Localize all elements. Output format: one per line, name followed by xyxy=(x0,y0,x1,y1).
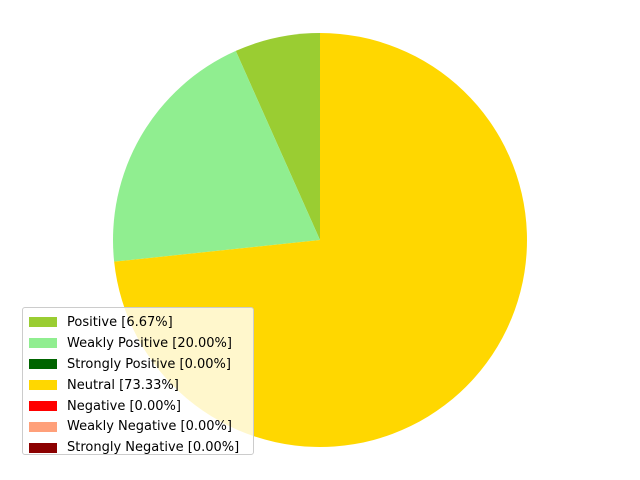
pie-slice-weakly-positive xyxy=(113,50,320,262)
legend-label: Weakly Negative [0.00%] xyxy=(67,419,232,435)
legend-item-neutral: Neutral [73.33%] xyxy=(29,375,253,396)
legend-swatch xyxy=(29,421,57,432)
legend-swatch xyxy=(29,442,57,453)
legend-item-strongly-negative: Strongly Negative [0.00%] xyxy=(29,437,253,458)
legend-swatch xyxy=(29,317,57,328)
legend-label: Neutral [73.33%] xyxy=(67,377,179,393)
legend-item-negative: Negative [0.00%] xyxy=(29,396,253,417)
legend: Positive [6.67%] Weakly Positive [20.00%… xyxy=(22,307,254,455)
legend-item-positive: Positive [6.67%] xyxy=(29,312,253,333)
legend-swatch xyxy=(29,380,57,391)
legend-item-strongly-positive: Strongly Positive [0.00%] xyxy=(29,354,253,375)
legend-label: Weakly Positive [20.00%] xyxy=(67,335,232,351)
legend-label: Positive [6.67%] xyxy=(67,314,173,330)
legend-item-weakly-negative: Weakly Negative [0.00%] xyxy=(29,416,253,437)
legend-item-weakly-positive: Weakly Positive [20.00%] xyxy=(29,333,253,354)
legend-swatch xyxy=(29,338,57,349)
legend-label: Strongly Negative [0.00%] xyxy=(67,440,240,456)
pie-slice-positive xyxy=(235,33,320,240)
legend-label: Negative [0.00%] xyxy=(67,398,181,414)
legend-swatch xyxy=(29,401,57,411)
legend-label: Strongly Positive [0.00%] xyxy=(67,356,231,372)
legend-swatch xyxy=(29,359,57,370)
